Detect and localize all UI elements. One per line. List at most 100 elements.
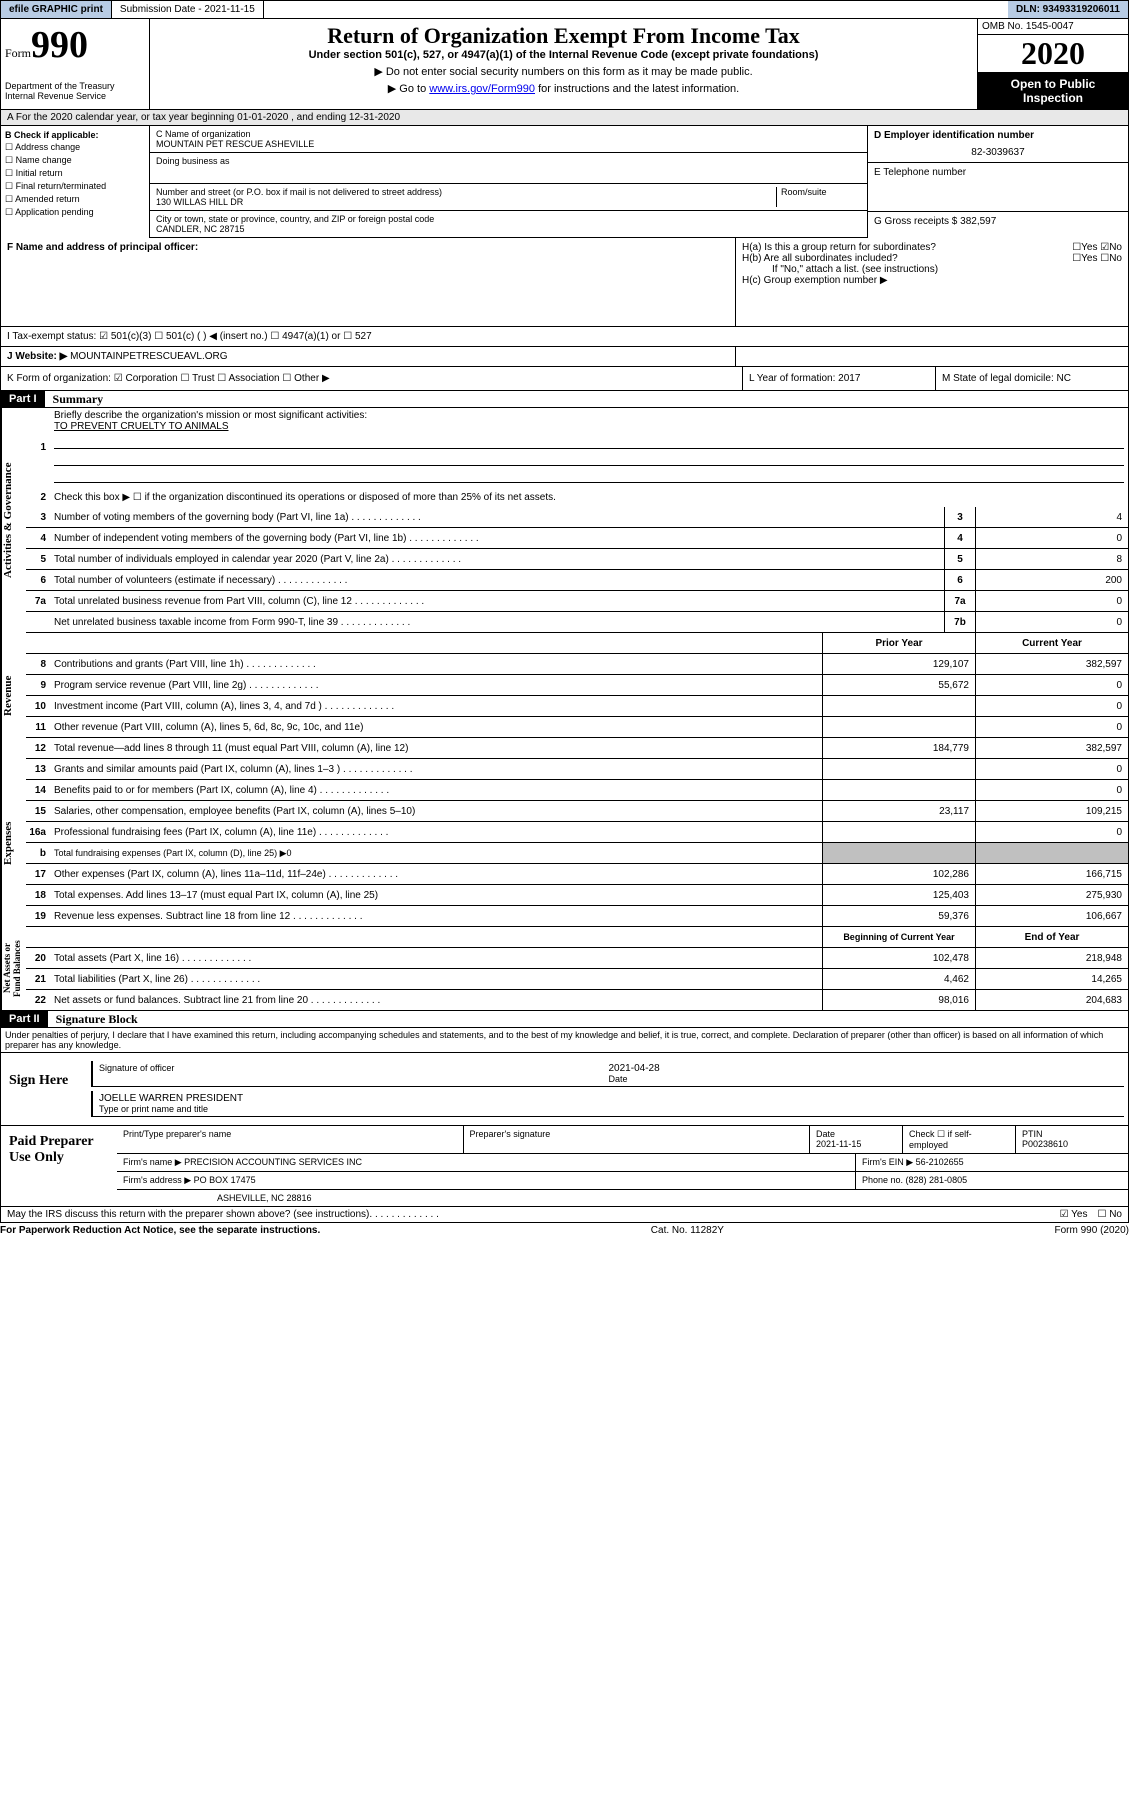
revenue-section: Revenue Prior YearCurrent Year 8Contribu… bbox=[0, 633, 1129, 759]
indep-members: 0 bbox=[975, 528, 1128, 548]
chk-amended[interactable]: ☐ Amended return bbox=[5, 194, 145, 205]
org-city: CANDLER, NC 28715 bbox=[156, 224, 861, 234]
l12-py: 184,779 bbox=[822, 738, 975, 758]
chk-address-change[interactable]: ☐ Address change bbox=[5, 142, 145, 153]
form-header: Form990 Department of the Treasury Inter… bbox=[0, 19, 1129, 110]
chk-501c[interactable]: ☐ 501(c) ( ) ◀ (insert no.) bbox=[154, 331, 267, 342]
top-bar: efile GRAPHIC print Submission Date - 20… bbox=[0, 0, 1129, 19]
discuss-no[interactable]: ☐ No bbox=[1097, 1209, 1122, 1220]
part1-header: Part ISummary bbox=[0, 391, 1129, 408]
l21-cy: 14,265 bbox=[975, 969, 1128, 989]
year-formation: L Year of formation: 2017 bbox=[742, 367, 935, 390]
l11-py bbox=[822, 717, 975, 737]
expenses-section: Expenses 13Grants and similar amounts pa… bbox=[0, 759, 1129, 927]
l15-cy: 109,215 bbox=[975, 801, 1128, 821]
l18-cy: 275,930 bbox=[975, 885, 1128, 905]
chk-final-return[interactable]: ☐ Final return/terminated bbox=[5, 181, 145, 192]
ubi-taxable: 0 bbox=[975, 612, 1128, 632]
sign-here-section: Sign Here Signature of officer2021-04-28… bbox=[0, 1052, 1129, 1126]
l22-cy: 204,683 bbox=[975, 990, 1128, 1010]
sign-date: 2021-04-28 bbox=[609, 1063, 1119, 1074]
omb-number: OMB No. 1545-0047 bbox=[978, 19, 1128, 35]
l9-py: 55,672 bbox=[822, 675, 975, 695]
chk-trust[interactable]: ☐ Trust bbox=[181, 373, 215, 384]
l20-py: 102,478 bbox=[822, 948, 975, 968]
prep-date: 2021-11-15 bbox=[816, 1139, 896, 1149]
l18-py: 125,403 bbox=[822, 885, 975, 905]
officer-name: JOELLE WARREN PRESIDENT bbox=[99, 1093, 1118, 1104]
chk-name-change[interactable]: ☐ Name change bbox=[5, 155, 145, 166]
volunteers: 200 bbox=[975, 570, 1128, 590]
l10-py bbox=[822, 696, 975, 716]
penalty-text: Under penalties of perjury, I declare th… bbox=[0, 1028, 1129, 1052]
firm-addr: Firm's address ▶ PO BOX 17475 bbox=[117, 1172, 855, 1189]
discuss-row: May the IRS discuss this return with the… bbox=[0, 1207, 1129, 1223]
form-title: Return of Organization Exempt From Incom… bbox=[154, 23, 973, 49]
chk-501c3[interactable]: ☑ 501(c)(3) bbox=[99, 331, 151, 342]
firm-name: Firm's name ▶ PRECISION ACCOUNTING SERVI… bbox=[117, 1154, 855, 1171]
tax-year: 2020 bbox=[978, 35, 1128, 73]
l22-py: 98,016 bbox=[822, 990, 975, 1010]
chk-corp[interactable]: ☑ Corporation bbox=[114, 373, 178, 384]
vtab-expenses: Expenses bbox=[1, 759, 26, 927]
firm-ein: Firm's EIN ▶ 56-2102655 bbox=[855, 1154, 1128, 1171]
firm-addr2: ASHEVILLE, NC 28816 bbox=[117, 1190, 1128, 1206]
h-a: H(a) Is this a group return for subordin… bbox=[742, 242, 1122, 253]
l9-cy: 0 bbox=[975, 675, 1128, 695]
l11-cy: 0 bbox=[975, 717, 1128, 737]
l16b-py bbox=[822, 843, 975, 863]
chk-assoc[interactable]: ☐ Association bbox=[217, 373, 279, 384]
col-b-checkboxes: B Check if applicable: ☐ Address change … bbox=[1, 126, 150, 238]
l17-cy: 166,715 bbox=[975, 864, 1128, 884]
row-i-tax-status: I Tax-exempt status: ☑ 501(c)(3) ☐ 501(c… bbox=[0, 327, 1129, 347]
ptin: P00238610 bbox=[1022, 1139, 1122, 1149]
h-b: H(b) Are all subordinates included? ☐Yes… bbox=[742, 253, 1122, 264]
row-klm: K Form of organization: ☑ Corporation ☐ … bbox=[0, 367, 1129, 391]
discuss-yes[interactable]: ☑ Yes bbox=[1060, 1209, 1088, 1220]
l13-py bbox=[822, 759, 975, 779]
website: MOUNTAINPETRESCUEAVL.ORG bbox=[70, 351, 227, 362]
section-f-h: F Name and address of principal officer:… bbox=[0, 238, 1129, 327]
chk-other[interactable]: ☐ Other ▶ bbox=[282, 373, 329, 384]
l16a-py bbox=[822, 822, 975, 842]
l16b-cy bbox=[975, 843, 1128, 863]
chk-initial-return[interactable]: ☐ Initial return bbox=[5, 168, 145, 179]
col-c-org-info: C Name of organizationMOUNTAIN PET RESCU… bbox=[150, 126, 867, 238]
public-inspection: Open to Public Inspection bbox=[978, 73, 1128, 109]
section-b-c-d: B Check if applicable: ☐ Address change … bbox=[0, 126, 1129, 238]
voting-members: 4 bbox=[975, 507, 1128, 527]
l20-cy: 218,948 bbox=[975, 948, 1128, 968]
l16a-cy: 0 bbox=[975, 822, 1128, 842]
instructions-link-row: ▶ Go to www.irs.gov/Form990 for instruct… bbox=[154, 82, 973, 95]
l15-py: 23,117 bbox=[822, 801, 975, 821]
chk-app-pending[interactable]: ☐ Application pending bbox=[5, 207, 145, 218]
l8-cy: 382,597 bbox=[975, 654, 1128, 674]
l12-cy: 382,597 bbox=[975, 738, 1128, 758]
efile-label[interactable]: efile GRAPHIC print bbox=[1, 1, 112, 18]
mission: TO PREVENT CRUELTY TO ANIMALS bbox=[54, 421, 229, 432]
part2-header: Part IISignature Block bbox=[0, 1011, 1129, 1028]
employees: 8 bbox=[975, 549, 1128, 569]
footer: For Paperwork Reduction Act Notice, see … bbox=[0, 1223, 1129, 1238]
h-b-note: If "No," attach a list. (see instruction… bbox=[742, 264, 1122, 275]
row-j-website: J Website: ▶ MOUNTAINPETRESCUEAVL.ORG bbox=[0, 347, 1129, 367]
l8-py: 129,107 bbox=[822, 654, 975, 674]
l19-py: 59,376 bbox=[822, 906, 975, 926]
chk-4947[interactable]: ☐ 4947(a)(1) or bbox=[270, 331, 340, 342]
l13-cy: 0 bbox=[975, 759, 1128, 779]
org-street: 130 WILLAS HILL DR bbox=[156, 197, 776, 207]
form990-link[interactable]: www.irs.gov/Form990 bbox=[429, 83, 535, 95]
dept-treasury: Department of the Treasury Internal Reve… bbox=[5, 81, 145, 101]
h-c: H(c) Group exemption number ▶ bbox=[742, 275, 1122, 286]
org-name: MOUNTAIN PET RESCUE ASHEVILLE bbox=[156, 139, 861, 149]
ein: 82-3039637 bbox=[874, 141, 1122, 158]
form-number: Form990 bbox=[5, 23, 145, 67]
row-a-tax-year: A For the 2020 calendar year, or tax yea… bbox=[0, 110, 1129, 126]
col-d-e-g: D Employer identification number82-30396… bbox=[867, 126, 1128, 238]
gross-receipts: G Gross receipts $ 382,597 bbox=[874, 216, 1122, 227]
form-subtitle: Under section 501(c), 527, or 4947(a)(1)… bbox=[154, 49, 973, 61]
firm-phone: Phone no. (828) 281-0805 bbox=[855, 1172, 1128, 1189]
chk-527[interactable]: ☐ 527 bbox=[343, 331, 371, 342]
ubi-revenue: 0 bbox=[975, 591, 1128, 611]
l17-py: 102,286 bbox=[822, 864, 975, 884]
